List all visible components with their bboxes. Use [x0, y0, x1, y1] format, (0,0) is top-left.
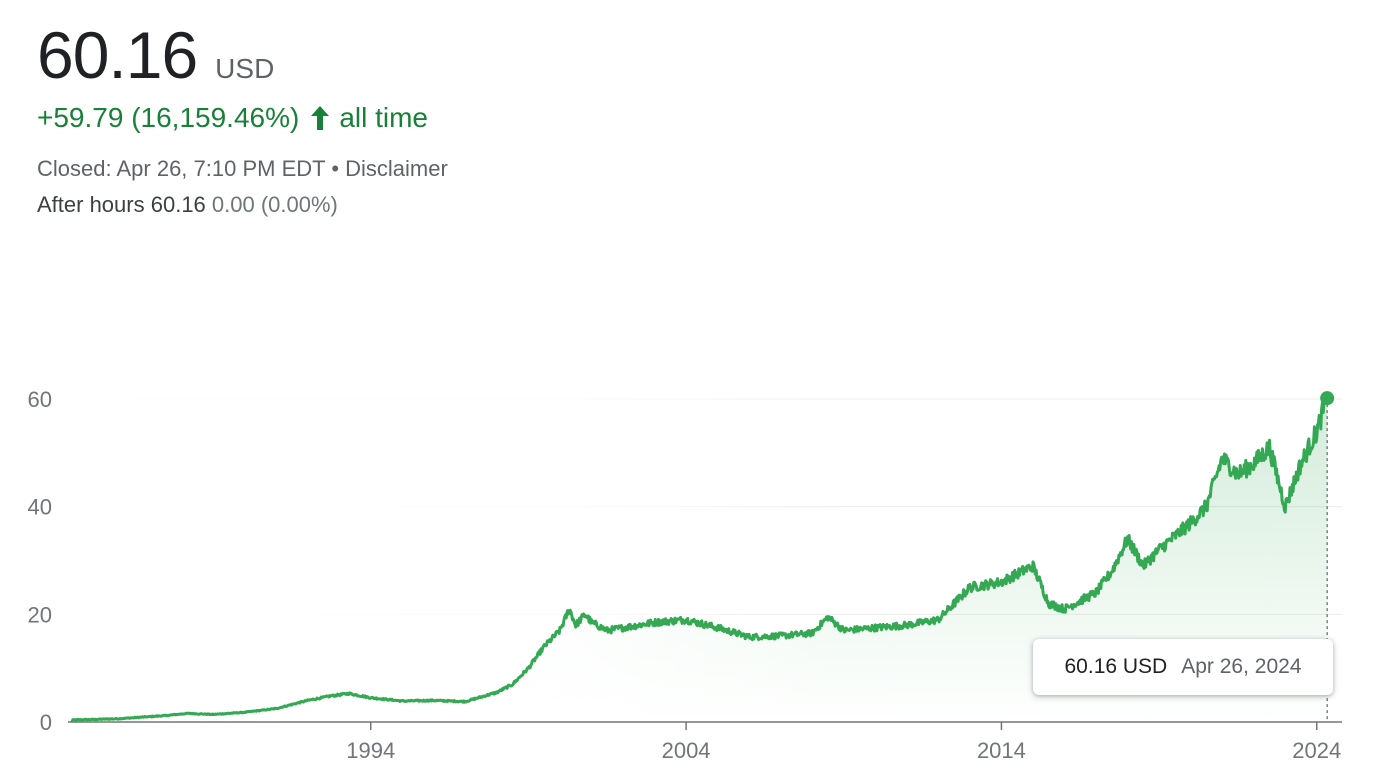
- currency-label: USD: [215, 53, 275, 84]
- y-tick-label-0: 0: [40, 710, 52, 735]
- after-hours-row: After hours 60.16 0.00 (0.00%): [37, 192, 448, 218]
- y-tick-label-40: 40: [28, 495, 52, 520]
- after-hours-price: 60.16: [150, 192, 206, 217]
- current-price: 60.16: [37, 18, 198, 92]
- market-status-row: Closed: Apr 26, 7:10 PM EDT • Disclaimer: [37, 156, 448, 182]
- quote-header: 60.16 USD +59.79 (16,159.46%) all time C…: [37, 14, 448, 218]
- after-hours-change: 0.00 (0.00%): [211, 192, 338, 217]
- y-tick-label-60: 60: [28, 387, 52, 412]
- closed-time: Closed: Apr 26, 7:10 PM EDT: [37, 156, 326, 181]
- price-change-row: +59.79 (16,159.46%) all time: [37, 102, 448, 134]
- price-area: [71, 393, 1328, 722]
- price-line: [70, 391, 1329, 722]
- x-tick-label-2014: 2014: [977, 738, 1026, 763]
- tooltip-date: Apr 26, 2024: [1181, 655, 1302, 678]
- x-tick-label-2004: 2004: [662, 738, 711, 763]
- price-row: 60.16 USD: [37, 14, 448, 96]
- arrow-up-icon: [311, 106, 330, 130]
- hover-point: [1320, 391, 1335, 406]
- separator-dot: •: [331, 156, 340, 181]
- x-tick-label-1994: 1994: [346, 738, 395, 763]
- x-tick-label-2024: 2024: [1292, 738, 1341, 763]
- area-fade: [68, 389, 848, 722]
- price-change: +59.79 (16,159.46%): [37, 102, 300, 133]
- tooltip-price: 60.16 USD: [1064, 655, 1168, 678]
- after-hours-label: After hours: [37, 192, 145, 217]
- change-period: all time: [339, 102, 429, 133]
- y-tick-label-20: 20: [28, 602, 52, 627]
- disclaimer-link[interactable]: Disclaimer: [345, 156, 448, 181]
- hover-tooltip: 60.16 USD Apr 26, 2024: [1033, 639, 1333, 695]
